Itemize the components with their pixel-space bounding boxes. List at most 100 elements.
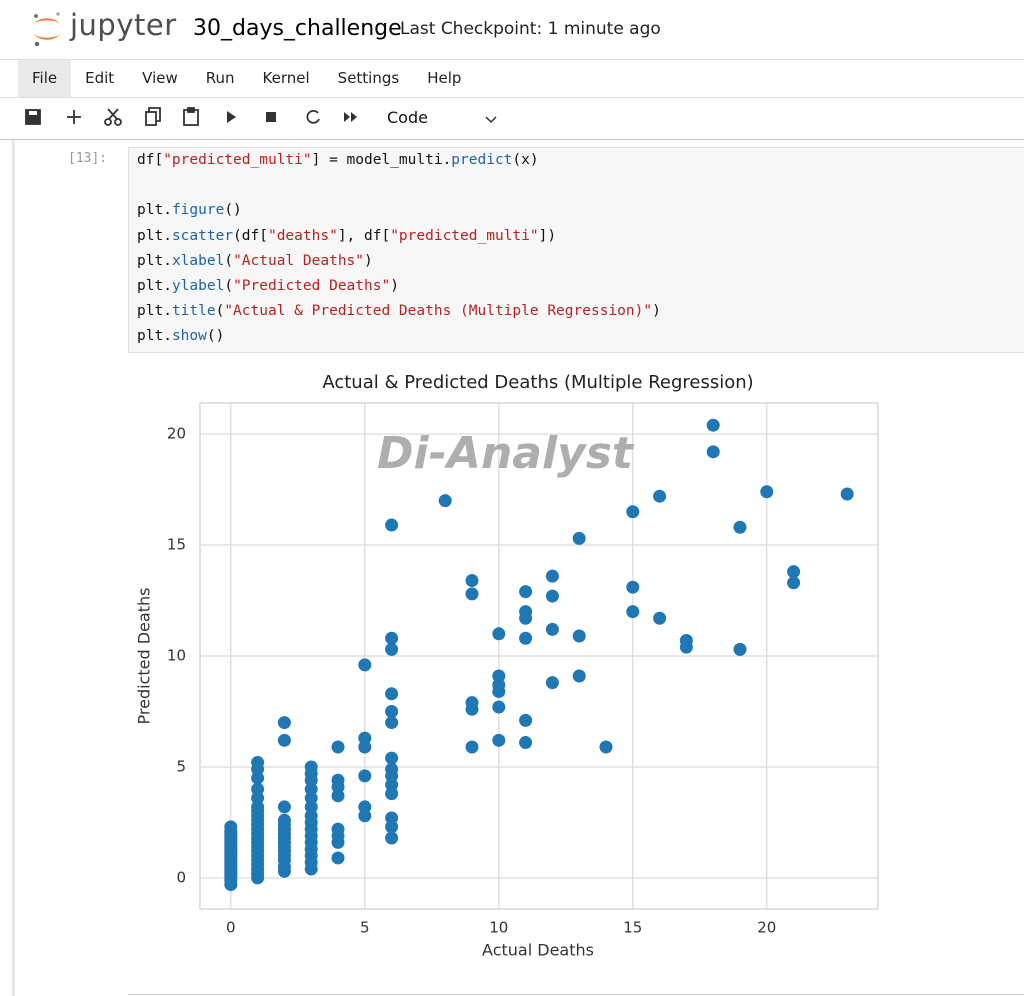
point [465,587,479,601]
menu-item[interactable]: View [142,69,178,87]
y-tick-label: 10 [167,647,186,665]
point [492,700,506,714]
point [626,580,640,594]
point [465,574,479,588]
point [304,760,318,774]
point [385,642,399,656]
y-tick-label: 15 [167,536,186,554]
scroll-gutter [12,140,15,996]
code-line: plt.scatter(df["deaths"], df["predicted_… [137,227,557,244]
point [545,589,559,603]
point [545,569,559,583]
code-line: plt.title("Actual & Predicted Deaths (Mu… [137,303,661,320]
code-line: plt.xlabel("Actual Deaths") [137,252,373,269]
add-button[interactable] [67,110,81,124]
menu-item[interactable]: Run [205,69,235,87]
cell-prompt: [13]: [68,151,108,166]
point [706,445,720,459]
point [840,487,854,501]
point [545,622,559,636]
notebook-name[interactable]: 30_days_challenge [193,16,402,41]
point [626,605,640,619]
point [519,631,533,645]
toolbar-icons [25,107,497,126]
chart-title: Actual & Predicted Deaths (Multiple Regr… [322,372,753,393]
point [277,733,291,747]
save-button[interactable] [25,109,41,125]
restart-button[interactable] [306,109,320,124]
menu-item[interactable]: Help [427,69,462,87]
point [385,762,399,776]
point [733,642,747,656]
stop-button[interactable] [266,112,276,122]
point [492,669,506,683]
x-tick-label: 5 [360,919,370,937]
checkpoint: Last Checkpoint: 1 minute ago [400,19,661,39]
point [385,518,399,532]
point [626,505,640,519]
code-cell[interactable]: df["predicted_multi"] = model_multi.pred… [128,147,1024,353]
menu-item[interactable]: File [18,60,72,97]
point [653,489,667,503]
watermark: Di-Analyst [377,428,635,479]
point [358,800,372,814]
point [385,831,399,845]
point [358,769,372,783]
point [787,565,801,579]
y-tick-label: 5 [176,757,186,775]
run-all-button[interactable] [344,112,357,122]
point [733,520,747,534]
x-tick-label: 0 [226,919,236,937]
point [572,629,586,643]
cut-button[interactable] [104,108,122,126]
y-axis-label: Predicted Deaths [135,588,154,725]
point [572,531,586,545]
point [465,740,479,754]
jupyter-logo [34,12,60,47]
menu-item[interactable]: Settings [337,69,400,87]
point [277,813,291,827]
y-tick-label: 0 [176,868,186,886]
cell-type-select[interactable]: Code [387,108,428,127]
point [385,687,399,701]
point [331,851,345,865]
point [653,611,667,625]
point [519,585,533,599]
point [492,627,506,641]
point [787,576,801,590]
point [277,800,291,814]
point [385,704,399,718]
point [331,740,345,754]
toolbar [0,97,1024,140]
point [385,631,399,645]
code-line: plt.ylabel("Predicted Deaths") [137,278,399,294]
point [760,485,774,499]
paste-button[interactable] [183,107,199,126]
point [385,751,399,765]
menu-item[interactable]: Kernel [262,69,310,87]
x-tick-label: 20 [757,919,776,937]
menu-item[interactable]: Edit [85,69,115,87]
point [545,676,559,690]
point [277,716,291,730]
y-tick-label: 20 [167,425,186,443]
cell-type-dropdown-arrow[interactable] [485,116,497,124]
point [706,418,720,432]
point [358,731,372,745]
point [492,733,506,747]
point [599,740,613,754]
point [251,782,265,796]
code-line: plt.figure() [137,202,242,219]
run-button[interactable] [227,111,236,123]
menubar: File Edit View Run Kernel Settings Help [0,59,1024,98]
point [572,669,586,683]
point [331,773,345,787]
point [251,756,265,770]
point [224,820,238,834]
copy-button[interactable] [145,107,161,126]
logo-text: jupyter [70,8,177,42]
point [679,633,693,647]
